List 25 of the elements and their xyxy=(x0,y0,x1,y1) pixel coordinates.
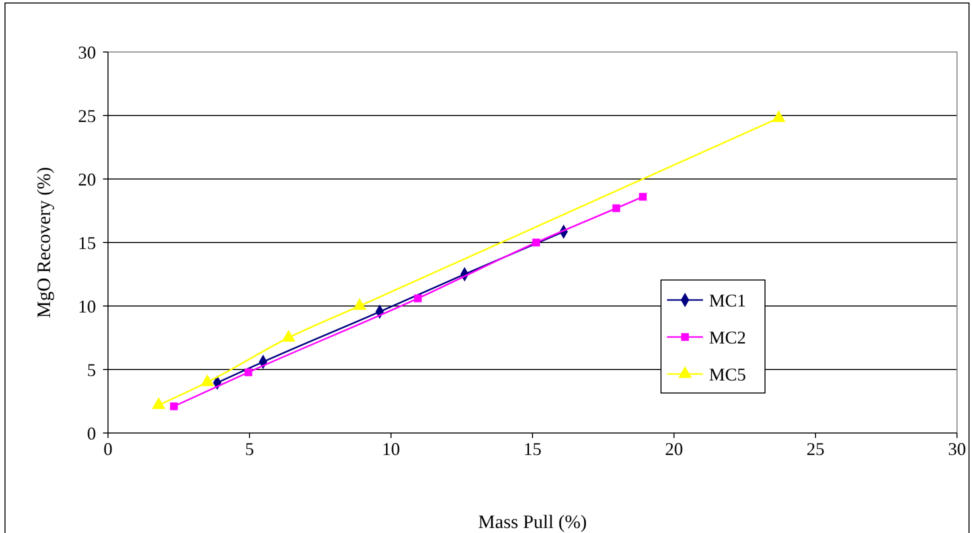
y-tick-label: 5 xyxy=(87,360,96,380)
y-tick-label: 30 xyxy=(78,42,96,62)
y-tick-label: 15 xyxy=(78,232,96,253)
legend-label: MC5 xyxy=(709,364,746,384)
x-tick-label: 30 xyxy=(948,439,966,459)
point xyxy=(638,192,647,201)
x-tick-label: 5 xyxy=(245,439,254,459)
y-tick-label: 25 xyxy=(78,106,96,126)
x-tick-label: 20 xyxy=(665,439,683,459)
y-tick-label: 20 xyxy=(78,169,96,190)
x-axis-title: Mass Pull (%) xyxy=(478,512,587,533)
point xyxy=(244,368,252,376)
y-tick-label: 10 xyxy=(78,296,96,316)
point xyxy=(170,402,178,410)
point xyxy=(532,238,540,246)
x-tick-label: 15 xyxy=(524,439,542,459)
point xyxy=(612,204,620,212)
x-tick-label: 25 xyxy=(806,439,824,459)
x-tick-label: 10 xyxy=(382,439,400,459)
x-tick-label: 0 xyxy=(104,439,112,459)
y-axis-title: MgO Recovery (%) xyxy=(34,167,55,318)
y-tick-label: 0 xyxy=(87,423,96,444)
legend-label: MC1 xyxy=(709,290,746,310)
legend-label: MC2 xyxy=(709,327,746,348)
point xyxy=(414,294,422,302)
